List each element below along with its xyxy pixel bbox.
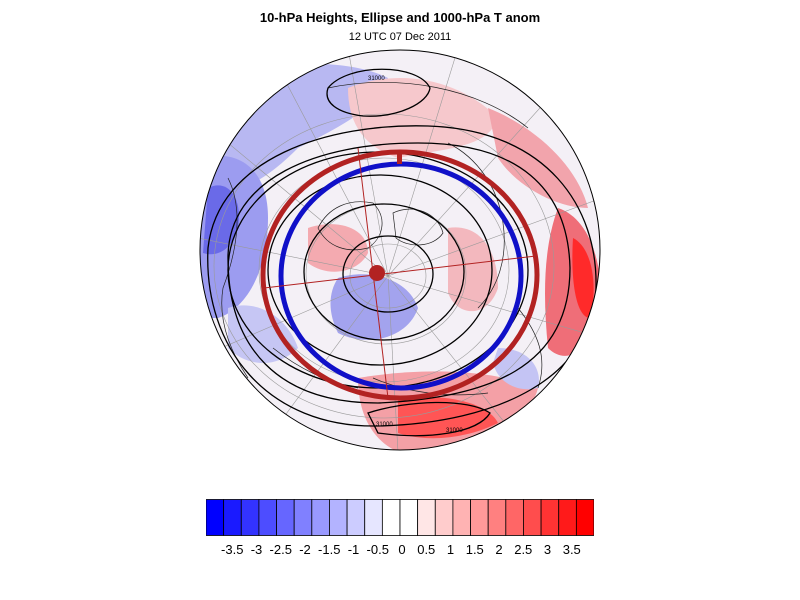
colorbar-swatch — [346, 499, 366, 536]
colorbar-tick-label: 1 — [446, 542, 455, 557]
closed-contour-south — [367, 401, 491, 437]
colorbar-swatch — [470, 499, 489, 536]
warm-anomaly-south-core — [398, 396, 498, 439]
cold-anomaly-center — [330, 274, 418, 340]
colorbar-swatch — [206, 499, 225, 536]
colorbar-swatch — [540, 499, 560, 536]
colorbar-swatch — [575, 499, 594, 536]
warm-anomaly-northeast — [488, 108, 588, 208]
colorbar-tick-label: 1.5 — [465, 542, 484, 557]
colorbar-swatch — [276, 499, 295, 536]
colorbar-swatch — [240, 499, 260, 536]
colorbar-tick-label: -0.5 — [366, 542, 389, 557]
ellipse-center-marker — [369, 265, 385, 281]
colorbar-tick-label: 2 — [495, 542, 503, 557]
colorbar-tick-label: -3.5 — [221, 542, 244, 557]
colorbar-swatch — [364, 499, 383, 536]
colorbar-tick-label: -3 — [250, 542, 263, 557]
colorbar-tick-label: 0.5 — [417, 542, 436, 557]
colorbar-swatch — [293, 499, 313, 536]
red-ellipse-tick — [397, 152, 402, 164]
colorbar-swatch — [505, 499, 524, 536]
contour-label: 31000 — [368, 76, 385, 82]
colorbar-tick-label: 0 — [398, 542, 406, 557]
polar-stereographic-map: 31000 31000 31000 — [199, 49, 601, 451]
globe-outline — [199, 49, 601, 451]
closed-low-contour-north — [326, 68, 431, 117]
colorbar-swatch — [434, 499, 454, 536]
contour-label: 31000 — [446, 428, 463, 434]
colorbar-swatch — [223, 499, 242, 536]
cold-anomaly-southeast — [493, 348, 539, 390]
colorbar-tick-label: 2.5 — [514, 542, 533, 557]
figure-title: 10-hPa Heights, Ellipse and 1000-hPa T a… — [259, 10, 541, 25]
colorbar-tick-label: -1.5 — [318, 542, 341, 557]
colorbar-swatch — [523, 499, 542, 536]
colorbar-swatch — [452, 499, 471, 536]
colorbar-tick-label: 3.5 — [562, 542, 581, 557]
warm-anomaly-east-core — [572, 238, 594, 318]
colorbar-swatch — [311, 499, 330, 536]
colorbar-swatch — [258, 499, 277, 536]
cold-anomaly-southwest — [228, 305, 298, 363]
colorbar-tick-label: -2.5 — [269, 542, 292, 557]
figure-subtitle: 12 UTC 07 Dec 2011 — [348, 31, 452, 43]
colorbar-labels: -3.5 -3 -2.5 -2 -1.5 -1 -0.5 0 0.5 1 1.5 2 2.5 3 3.5 — [0, 542, 800, 562]
colorbar — [206, 499, 594, 536]
colorbar-swatch — [399, 499, 419, 536]
colorbar-swatch — [381, 499, 401, 536]
colorbar-swatch — [487, 499, 507, 536]
colorbar-tick-label: -2 — [299, 542, 311, 557]
colorbar-swatch — [558, 499, 577, 536]
colorbar-tick-label: -1 — [347, 542, 360, 557]
colorbar-swatch — [329, 499, 348, 536]
contour-label: 31000 — [376, 422, 393, 428]
colorbar-swatch — [417, 499, 436, 536]
colorbar-tick-label: 3 — [543, 542, 552, 557]
